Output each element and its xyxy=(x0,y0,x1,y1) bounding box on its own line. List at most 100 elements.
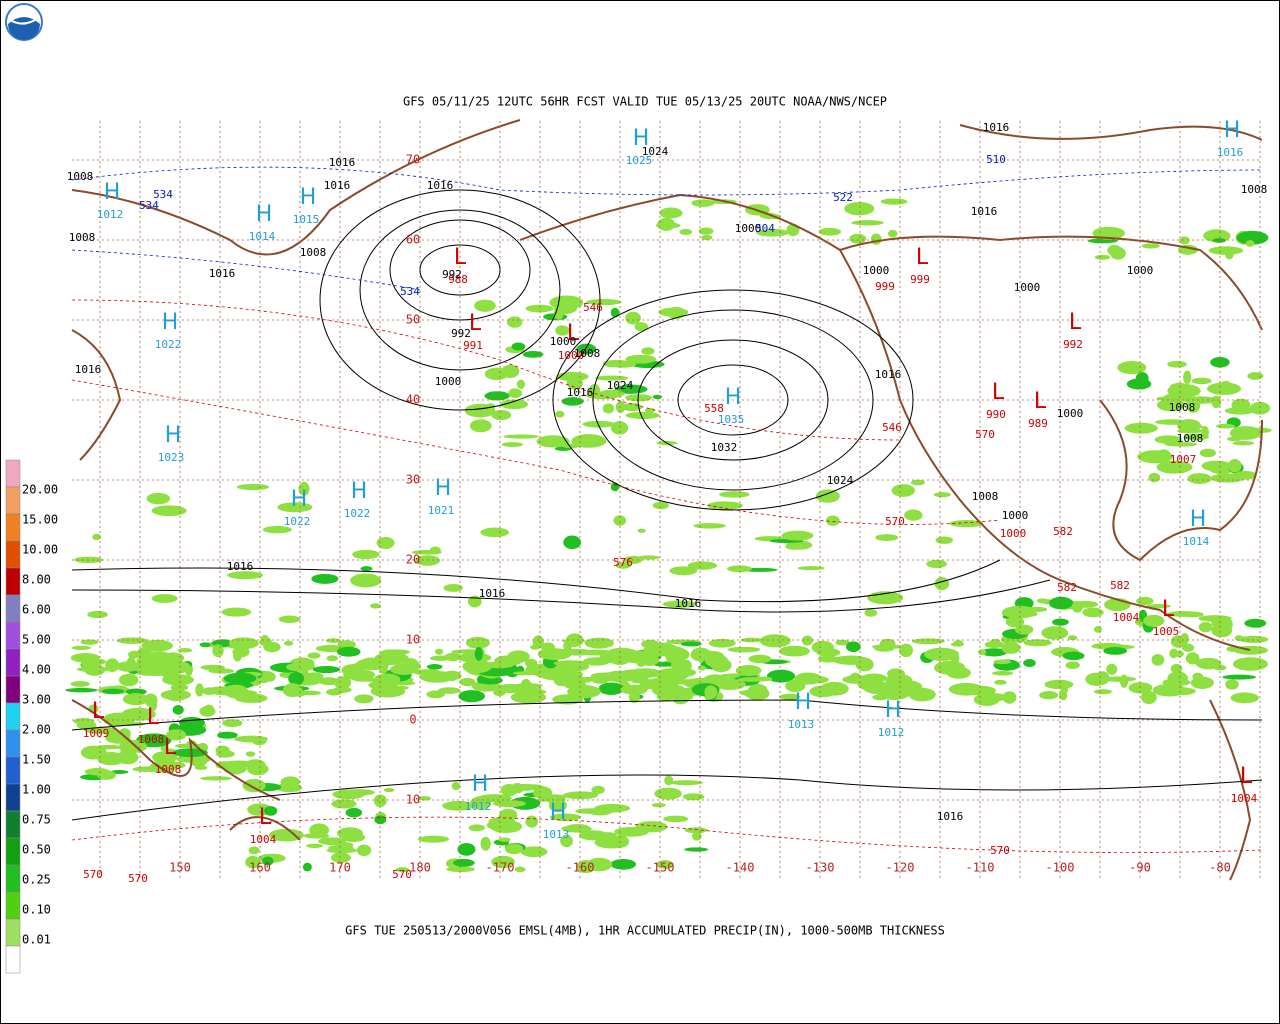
precip-area xyxy=(278,615,301,624)
precip-area xyxy=(613,515,627,526)
precip-area xyxy=(610,421,629,435)
precip-area xyxy=(1002,691,1017,704)
precip-area xyxy=(453,858,475,867)
map-caption: GFS TUE 250513/2000V056 EMSL(4MB), 1HR A… xyxy=(345,924,945,938)
contour-label: 546 xyxy=(882,421,902,434)
pressure-center: L xyxy=(92,699,105,724)
contour-label: 1008 xyxy=(1241,183,1268,196)
lat-label: 40 xyxy=(406,393,420,407)
precip-area xyxy=(610,858,637,870)
precip-area xyxy=(1049,596,1074,610)
pressure-center: L xyxy=(992,380,1005,405)
precip-area xyxy=(704,685,718,700)
precip-area xyxy=(652,501,669,510)
precip-area xyxy=(815,489,840,503)
precip-area xyxy=(442,800,475,811)
precip-area xyxy=(501,442,524,448)
precip-area xyxy=(637,555,660,560)
precip-area xyxy=(457,842,476,856)
precip-area xyxy=(636,670,650,675)
pressure-center: H xyxy=(104,180,121,205)
precip-area xyxy=(692,831,702,841)
lat-label: 10 xyxy=(406,633,420,647)
precip-area xyxy=(949,520,984,528)
precip-area xyxy=(1206,382,1242,395)
precip-area xyxy=(374,652,410,666)
isobar xyxy=(592,309,874,491)
precip-area xyxy=(101,688,125,695)
precip-area xyxy=(659,207,683,219)
pressure-center: H xyxy=(1190,507,1207,532)
precip-area xyxy=(950,642,964,647)
precip-area xyxy=(429,655,452,661)
lat-label: 60 xyxy=(406,233,420,247)
precip-area xyxy=(582,657,611,666)
precip-area xyxy=(71,645,91,651)
precip-area xyxy=(1201,460,1232,472)
precip-area xyxy=(141,639,173,652)
precip-area xyxy=(1014,624,1034,635)
legend-label: 1.50 xyxy=(22,753,51,767)
precip-area xyxy=(669,566,698,576)
center-pressure: 1009 xyxy=(83,727,110,740)
center-pressure: 1014 xyxy=(249,230,276,243)
legend-swatch xyxy=(5,513,21,542)
precip-area xyxy=(880,198,908,205)
precip-area xyxy=(264,674,276,682)
precip-area xyxy=(493,689,506,697)
lon-label: -120 xyxy=(886,861,915,875)
precip-area xyxy=(602,403,615,414)
precip-area xyxy=(655,222,681,229)
precip-area xyxy=(615,400,626,413)
precip-area xyxy=(934,577,950,591)
precip-area xyxy=(1094,254,1110,260)
coastline xyxy=(839,235,1263,331)
precip-area xyxy=(727,646,761,653)
center-pressure: 1013 xyxy=(543,828,570,841)
contour-label: 1007 xyxy=(1170,453,1197,466)
precip-area xyxy=(948,682,984,696)
contour-label: 570 xyxy=(83,868,103,881)
contour-label: 1008 xyxy=(1169,401,1196,414)
precip-area xyxy=(1141,243,1160,249)
precip-area xyxy=(857,678,875,690)
pressure-center: H xyxy=(633,126,650,151)
precip-area xyxy=(910,479,925,486)
center-pressure: 1000 xyxy=(558,349,585,362)
precip-area xyxy=(1167,360,1187,368)
precip-area xyxy=(553,673,570,687)
precip-area xyxy=(501,364,520,378)
precip-area xyxy=(567,685,601,699)
precip-area xyxy=(480,836,491,851)
precip-area xyxy=(610,482,620,492)
precip-area xyxy=(779,645,810,657)
precip-area xyxy=(248,846,260,855)
precip-area xyxy=(330,852,351,863)
noaa-logo xyxy=(5,3,43,41)
precip-area xyxy=(414,555,441,566)
pressure-center: L xyxy=(567,321,580,346)
precip-area xyxy=(1192,672,1204,682)
contour-label: 1000 xyxy=(1057,407,1084,420)
contour-label: 582 xyxy=(1053,525,1073,538)
precip-area xyxy=(1044,679,1074,690)
precip-area xyxy=(634,322,649,332)
legend-label: 2.00 xyxy=(22,723,51,737)
pressure-center: H xyxy=(351,479,368,504)
precip-area xyxy=(654,787,682,800)
precip-area xyxy=(1126,378,1152,390)
center-pressure: 1013 xyxy=(788,718,815,731)
precip-area xyxy=(1065,661,1080,670)
precip-area xyxy=(1187,473,1212,485)
pressure-center: H xyxy=(550,800,567,825)
precip-area xyxy=(511,342,526,351)
pressure-center: L xyxy=(1034,389,1047,414)
precip-area xyxy=(245,855,261,869)
contour-label: 1000 xyxy=(1127,264,1154,277)
precip-area xyxy=(1234,470,1257,480)
legend-swatch xyxy=(5,567,21,596)
precip-area xyxy=(307,652,321,659)
precip-area xyxy=(748,654,772,664)
precip-area xyxy=(519,688,541,693)
precip-area xyxy=(1195,657,1222,670)
